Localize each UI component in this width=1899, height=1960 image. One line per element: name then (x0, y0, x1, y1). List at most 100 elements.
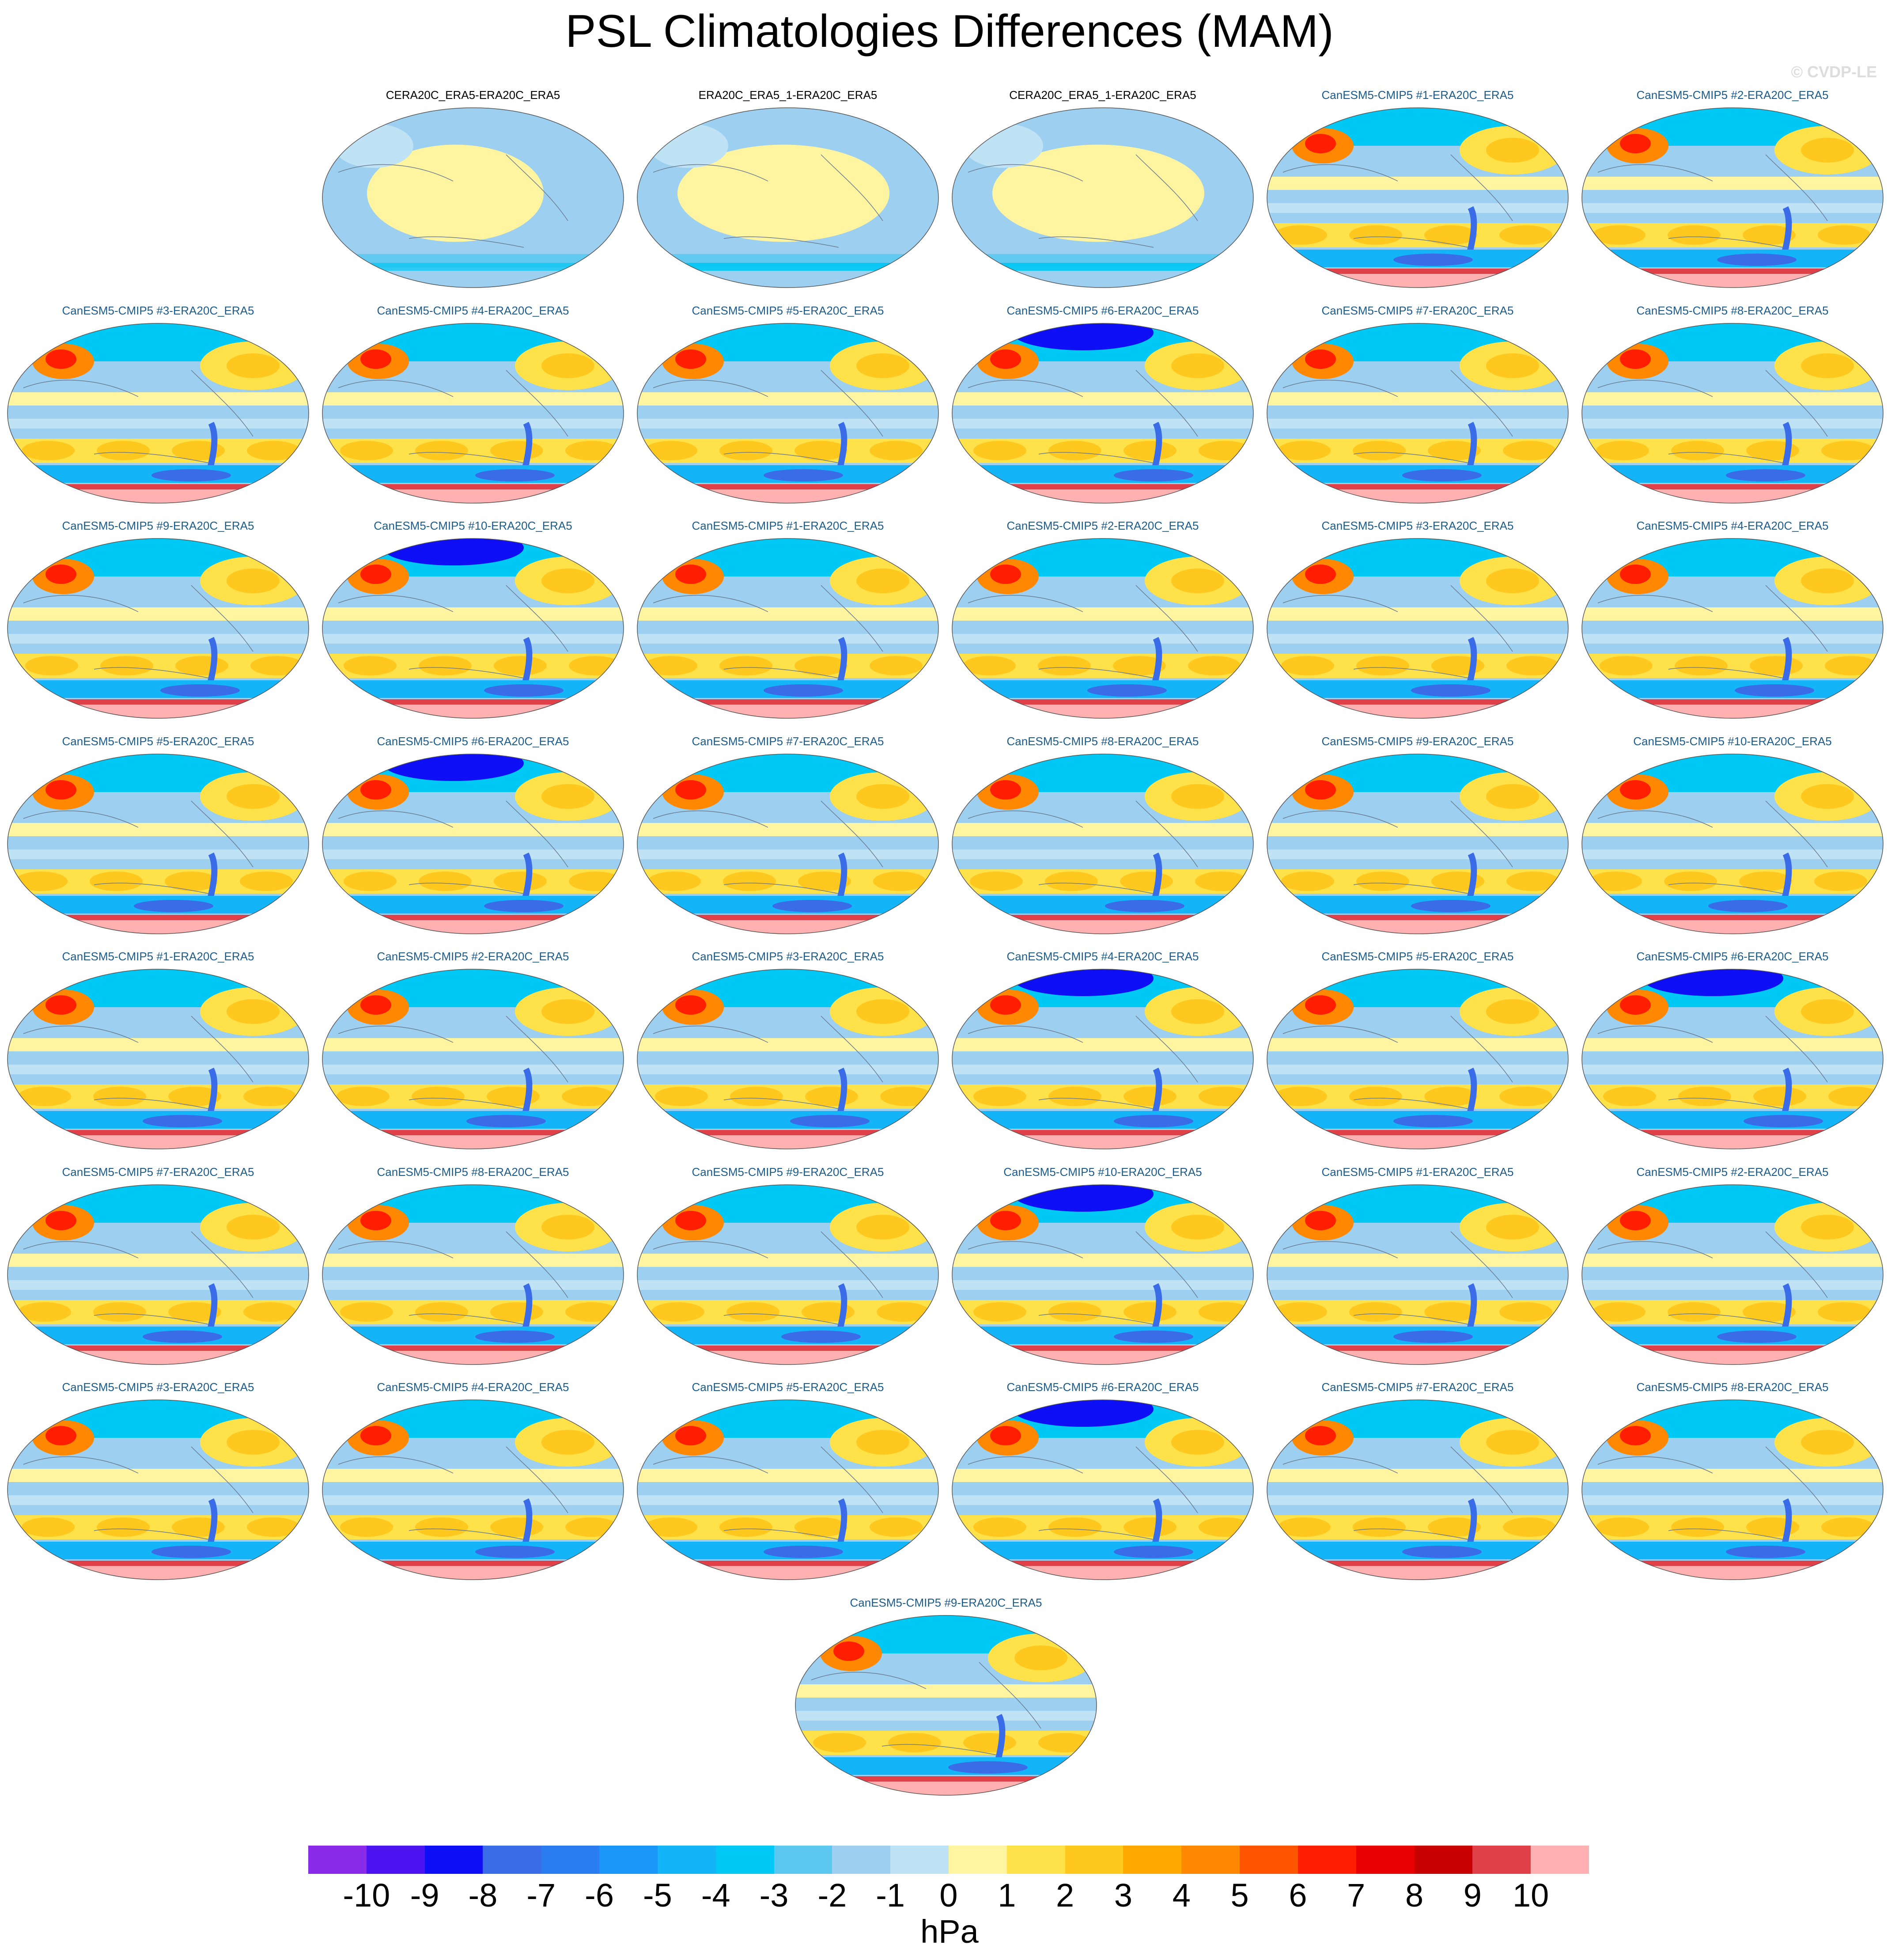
subtropical-high-cell (870, 441, 923, 460)
subtropical-high-cell (1349, 1087, 1402, 1106)
map-outline (7, 1184, 309, 1365)
tropical-band (322, 1038, 624, 1051)
coastline (1597, 154, 1828, 248)
psl-difference-map (1581, 754, 1884, 934)
map-outline (952, 754, 1254, 934)
tropical-band (1582, 823, 1883, 836)
north-atlantic-high-core (541, 1430, 594, 1455)
subtropical-high-cell (22, 1517, 75, 1537)
subtropical-high-cell (1045, 872, 1098, 891)
map-panel: CanESM5-CMIP5 #1-ERA20C_ERA5 (6, 950, 310, 1165)
north-atlantic-high-core (856, 569, 909, 593)
subtropical-high-cell (1506, 872, 1559, 891)
map-panel: CanESM5-CMIP5 #7-ERA20C_ERA5 (1265, 1380, 1570, 1596)
panel-title: CanESM5-CMIP5 #2-ERA20C_ERA5 (1636, 88, 1829, 102)
map-panel: CanESM5-CMIP5 #4-ERA20C_ERA5 (321, 304, 625, 519)
coastline (653, 1446, 883, 1540)
subtropical-high-cell (90, 872, 143, 891)
subtropical-high-cell (719, 656, 772, 675)
subtropical-high-cell (175, 656, 228, 675)
southern-ocean-low-core (1717, 1331, 1797, 1343)
asia-high-core (360, 780, 391, 800)
map-panel: CanESM5-CMIP5 #2-ERA20C_ERA5 (321, 950, 625, 1165)
psl-difference-map (637, 1399, 939, 1580)
north-atlantic-high-core (1171, 569, 1224, 593)
panel-title: CanESM5-CMIP5 #4-ERA20C_ERA5 (1636, 519, 1829, 532)
southern-ocean-negative-band (322, 465, 624, 483)
north-atlantic-high-core (541, 1215, 594, 1240)
tropical-band (1267, 1469, 1568, 1482)
coastline (811, 1662, 1041, 1755)
coastline (338, 1231, 568, 1325)
subtropical-high-cell (1281, 656, 1334, 675)
southern-ocean-low-core (781, 1331, 861, 1343)
coastline (1282, 800, 1513, 894)
psl-difference-map (7, 538, 309, 719)
psl-difference-map (952, 323, 1254, 504)
southern-ocean-low-core (1114, 1331, 1193, 1343)
coastline (338, 1016, 568, 1109)
subtropical-high-cell (719, 1517, 772, 1537)
panel-title: CanESM5-CMIP5 #4-ERA20C_ERA5 (377, 304, 569, 317)
subtropical-high-cell (25, 656, 78, 675)
equatorial-band (1582, 1065, 1883, 1074)
colorbar-tick-label: -7 (526, 1877, 556, 1914)
map-panel: CanESM5-CMIP5 #2-ERA20C_ERA5 (1580, 88, 1885, 304)
subtropical-high-cell (1821, 1517, 1874, 1537)
map-outline (1267, 1184, 1569, 1365)
map-outline (1581, 538, 1884, 719)
psl-difference-map (322, 754, 624, 934)
coastline (1282, 1446, 1513, 1540)
colorbar-tick-label: -1 (876, 1877, 905, 1914)
equatorial-band (1582, 203, 1883, 213)
colorbar-box (1123, 1846, 1182, 1874)
map-outline (1267, 1399, 1569, 1580)
subtropical-high-cell (1424, 225, 1477, 245)
map-outline (322, 538, 624, 719)
antarctic-positive (952, 489, 1253, 503)
southern-ocean-negative-band (952, 1111, 1253, 1129)
subtropical-high-cell (415, 1517, 468, 1537)
asia-high-core (360, 349, 391, 369)
map-outline (322, 107, 624, 288)
subtropical-high-cell (1821, 441, 1874, 460)
subtropical-high-cell (1048, 441, 1101, 460)
panel-title: CanESM5-CMIP5 #6-ERA20C_ERA5 (1636, 950, 1829, 963)
map-outline (1581, 1184, 1884, 1365)
colorbar-box (1240, 1846, 1298, 1874)
subtropical-high-cell (1814, 872, 1867, 891)
map-panel: CanESM5-CMIP5 #8-ERA20C_ERA5 (950, 735, 1255, 950)
subtropical-high-cell (1825, 656, 1878, 675)
southern-ocean-low-core (1105, 900, 1184, 912)
tropical-band (1582, 1469, 1883, 1482)
tropical-band (1582, 392, 1883, 406)
equatorial-band (637, 419, 938, 428)
asia-high-core (1305, 995, 1336, 1015)
map-outline (322, 1399, 624, 1580)
southern-ocean-low-core (484, 900, 564, 912)
map-panel: CanESM5-CMIP5 #10-ERA20C_ERA5 (321, 519, 625, 735)
antarctic-positive (637, 705, 938, 718)
subtropical-high-cell (1668, 225, 1721, 245)
coastline (968, 1016, 1198, 1109)
subtropical-high-cell (1600, 656, 1653, 675)
antarctic-positive (1582, 1566, 1883, 1580)
map-outline (1581, 323, 1884, 504)
coastline (653, 370, 883, 463)
antarctic-positive (1267, 1351, 1568, 1365)
map-panel: CanESM5-CMIP5 #3-ERA20C_ERA5 (636, 950, 940, 1165)
map-panel: CanESM5-CMIP5 #6-ERA20C_ERA5 (950, 1380, 1255, 1596)
coastline (1282, 585, 1513, 679)
equatorial-band (8, 634, 309, 644)
psl-difference-map (952, 754, 1254, 934)
southern-ocean-low-core (1726, 469, 1805, 481)
asia-high-core (1620, 1426, 1651, 1445)
subtropical-high-cell (100, 656, 153, 675)
north-atlantic-high-core (1171, 1430, 1224, 1455)
equatorial-band (1267, 634, 1568, 644)
map-panel: CanESM5-CMIP5 #9-ERA20C_ERA5 (1265, 735, 1570, 950)
map-panel-grid: CERA20C_ERA5-ERA20C_ERA5 ERA20C_ERA5_1-ER… (6, 88, 1885, 1796)
map-outline (7, 323, 309, 504)
north-atlantic-high-core (1801, 353, 1854, 378)
subtropical-high-cell (1424, 1087, 1477, 1106)
